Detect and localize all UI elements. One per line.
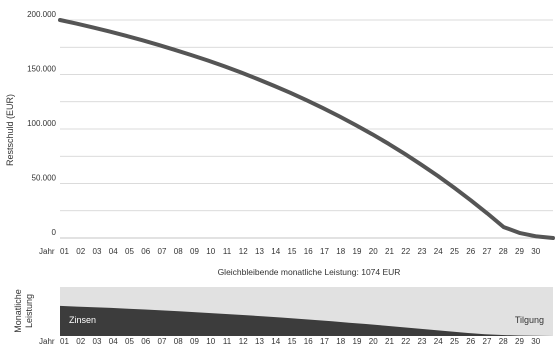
x-tick-label: 29 — [515, 337, 524, 346]
x-axis-title: Jahr — [39, 247, 55, 256]
x-tick-label: 06 — [141, 247, 150, 256]
y-axis-title-line2: Leistung — [24, 294, 34, 328]
x-tick-label: 14 — [271, 337, 280, 346]
x-tick-label: 06 — [141, 337, 150, 346]
x-tick-label: 12 — [239, 247, 248, 256]
x-tick-label: 05 — [125, 337, 134, 346]
x-tick-label: 22 — [401, 337, 410, 346]
x-tick-label: 09 — [190, 247, 199, 256]
y-tick-labels: 0 50.000 100.000 150.000 200.000 — [27, 10, 56, 237]
x-tick-label: 14 — [271, 247, 280, 256]
x-tick-label: 27 — [483, 337, 492, 346]
x-tick-label: 17 — [320, 247, 329, 256]
x-tick-label: 27 — [483, 247, 492, 256]
x-tick-label: 19 — [353, 247, 362, 256]
series-line — [58, 18, 555, 240]
x-tick-label: 02 — [76, 337, 85, 346]
x-tick-label: 09 — [190, 337, 199, 346]
x-tick-label: 07 — [158, 337, 167, 346]
x-tick-label: 04 — [109, 247, 118, 256]
x-tick-label: 18 — [336, 337, 345, 346]
x-tick-label: 11 — [223, 337, 232, 346]
x-tick-label: 16 — [304, 247, 313, 256]
x-tick-label: 16 — [304, 337, 313, 346]
y-tick-label: 150.000 — [27, 65, 56, 74]
x-tick-label: 10 — [206, 247, 215, 256]
x-tick-label: 19 — [353, 337, 362, 346]
x-tick-label: 02 — [76, 247, 85, 256]
x-tick-label: 24 — [434, 337, 443, 346]
y-axis-title-line1: Monatliche — [13, 289, 23, 333]
y-tick-label: 0 — [52, 228, 57, 237]
x-tick-label: 25 — [450, 247, 459, 256]
x-tick-label: 11 — [223, 247, 232, 256]
x-tick-labels: 01 02 03 04 05 06 07 08 09 10 11 12 13 14 15 16 17 18 19 20… — [60, 247, 541, 256]
x-tick-label: 28 — [499, 337, 508, 346]
x-tick-label: 23 — [418, 337, 427, 346]
x-tick-label: 10 — [206, 337, 215, 346]
series-label-tilgung: Tilgung — [515, 315, 544, 325]
y-axis-title: Monatliche Leistung — [13, 289, 34, 333]
monthly-payment-chart: Gleichbleibende monatliche Leistung: 107… — [13, 267, 553, 346]
x-tick-label: 22 — [401, 247, 410, 256]
x-tick-label: 05 — [125, 247, 134, 256]
y-axis-title: Restschuld (EUR) — [5, 94, 15, 166]
x-tick-label: 15 — [288, 337, 297, 346]
x-tick-label: 26 — [466, 337, 475, 346]
x-tick-label: 08 — [174, 247, 183, 256]
x-tick-label: 03 — [93, 337, 102, 346]
remaining-debt-chart: 0 50.000 100.000 150.000 200.000 Restschuld … — [5, 10, 555, 256]
x-tick-label: 29 — [515, 247, 524, 256]
y-tick-label: 100.000 — [27, 119, 56, 128]
x-tick-label: 26 — [466, 247, 475, 256]
x-tick-label: 15 — [288, 247, 297, 256]
x-tick-label: 21 — [385, 337, 394, 346]
series-area-zinsen — [60, 305, 553, 336]
x-tick-label: 01 — [60, 247, 69, 256]
x-tick-label: 08 — [174, 337, 183, 346]
x-tick-label: 30 — [531, 337, 540, 346]
x-tick-label: 07 — [158, 247, 167, 256]
chart-title: Gleichbleibende monatliche Leistung: 107… — [218, 267, 401, 277]
series-label-zinsen: Zinsen — [69, 315, 96, 325]
y-tick-label: 200.000 — [27, 10, 56, 19]
x-tick-label: 13 — [255, 337, 264, 346]
x-tick-label: 30 — [531, 247, 540, 256]
x-tick-label: 24 — [434, 247, 443, 256]
x-tick-label: 20 — [369, 247, 378, 256]
x-tick-label: 12 — [239, 337, 248, 346]
x-tick-label: 28 — [499, 247, 508, 256]
x-tick-label: 17 — [320, 337, 329, 346]
x-tick-labels: 01 02 03 04 05 06 07 08 09 10 11 12 13 14 15 16 17 18 19 20… — [60, 337, 541, 346]
x-axis-title: Jahr — [39, 337, 55, 346]
x-tick-label: 21 — [385, 247, 394, 256]
x-tick-label: 23 — [418, 247, 427, 256]
y-tick-label: 50.000 — [32, 174, 57, 183]
x-tick-label: 18 — [336, 247, 345, 256]
x-tick-label: 04 — [109, 337, 118, 346]
x-tick-label: 25 — [450, 337, 459, 346]
x-tick-label: 03 — [93, 247, 102, 256]
x-tick-label: 01 — [60, 337, 69, 346]
x-tick-label: 13 — [255, 247, 264, 256]
x-tick-label: 20 — [369, 337, 378, 346]
